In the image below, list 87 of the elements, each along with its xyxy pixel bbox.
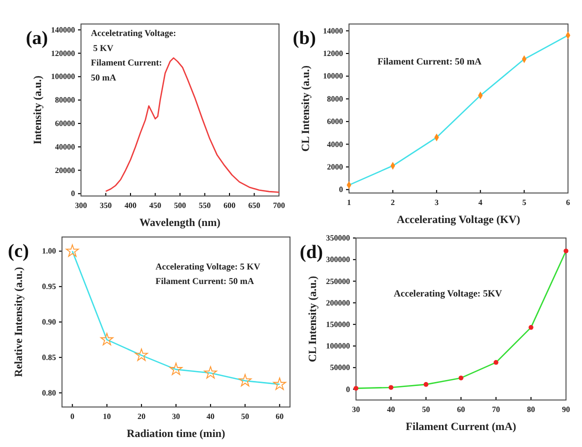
y-axis-title: CL Intensity (a.u.): [307, 276, 319, 362]
annotation: Filament Current: 50 mA: [377, 58, 482, 68]
y-tick-label: 0.90: [42, 318, 56, 327]
text: (d): [300, 242, 323, 263]
y-tick-label: 140000: [51, 25, 75, 34]
annotation: Accelerating Voltage: 5 KV Filament Current: 50 mA: [155, 261, 261, 286]
point: [458, 376, 464, 380]
text: (c): [8, 241, 29, 262]
point: [564, 248, 568, 254]
x-tick-label: 1: [347, 198, 351, 207]
x-tick-label: 40: [387, 404, 395, 414]
y-tick-label: 6000: [327, 117, 343, 126]
y-tick-label: 0.80: [42, 388, 56, 398]
annotation: Acceletrating Voltage: 5 KV Filament Current: 50 mA: [90, 28, 176, 83]
point: [273, 378, 286, 390]
y-axis-title: CL Intensity (a.u.): [300, 65, 312, 152]
y-tick-label: 50000: [330, 363, 350, 372]
point: [424, 382, 428, 387]
x-tick-label: 300: [75, 200, 87, 210]
y-tick-label: 10000: [323, 72, 343, 81]
x-tick-label: 30: [172, 412, 180, 421]
y-tick-label: 80000: [55, 96, 75, 105]
x-tick-label: 60: [457, 404, 465, 414]
x-tick-label: 550: [198, 200, 211, 210]
point: [204, 366, 218, 379]
point: [100, 332, 114, 346]
y-tick-label: 0: [339, 185, 343, 194]
x-tick-label: 4: [478, 198, 482, 207]
y-tick-label: 100000: [51, 72, 75, 82]
y-tick-label: 100000: [326, 342, 350, 351]
y-tick-label: 350000: [326, 234, 350, 243]
point: [66, 244, 79, 257]
x-tick-label: 5: [522, 198, 526, 207]
x-axis-title: Accelerating Voltage (KV): [396, 214, 521, 226]
x-axis-title: Wavelength (nm): [140, 217, 221, 229]
point: [134, 348, 148, 361]
x-tick-label: 500: [174, 200, 186, 210]
y-tick-label: 0.95: [42, 282, 56, 292]
text: (a): [26, 28, 48, 49]
x-tick-label: 80: [527, 404, 535, 414]
x-tick-label: 600: [224, 200, 236, 210]
x-tick-label: 650: [248, 200, 260, 210]
point: [354, 386, 358, 391]
x-tick-label: 50: [241, 412, 250, 421]
x-tick-label: 70: [492, 404, 500, 414]
y-tick-label: 14000: [323, 26, 343, 36]
y-tick-label: 0.85: [42, 352, 56, 362]
x-tick-label: 60: [276, 412, 284, 421]
x-tick-label: 350: [100, 200, 112, 210]
y-tick-label: 0: [71, 189, 75, 198]
y-tick-label: 40000: [55, 142, 75, 152]
x-axis-title: Filament Current (mA): [406, 421, 517, 433]
y-tick-label: 2000: [327, 162, 343, 172]
y-tick-label: 200000: [326, 298, 350, 308]
y-tick-label: 120000: [51, 48, 75, 58]
y-tick-label: 8000: [327, 94, 343, 104]
x-tick-label: 450: [149, 200, 162, 210]
x-tick-label: 2: [390, 198, 395, 207]
text: (b): [292, 28, 316, 49]
x-tick-label: 40: [206, 412, 215, 421]
y-tick-label: 1.00: [42, 246, 56, 256]
y-tick-label: 300000: [326, 255, 350, 264]
x-axis-title: Radiation time (min): [126, 428, 226, 440]
point: [528, 325, 534, 330]
x-tick-label: 50: [422, 404, 430, 414]
y-tick-label: 20000: [55, 166, 75, 175]
y-axis-title: Relative Intensity (a.u.): [13, 266, 25, 377]
x-tick-label: 6: [566, 198, 570, 207]
x-tick-label: 10: [102, 412, 111, 421]
x-tick-label: 3: [434, 198, 439, 207]
x-tick-label: 700: [273, 200, 285, 210]
y-tick-label: 250000: [326, 276, 350, 286]
x-tick-label: 90: [562, 404, 570, 414]
x-tick-label: 30: [352, 404, 360, 414]
annotation: Accelerating Voltage: 5KV: [394, 289, 502, 300]
point: [170, 362, 182, 376]
x-tick-label: 400: [124, 200, 136, 210]
point: [388, 385, 394, 390]
y-tick-label: 0: [346, 384, 350, 394]
x-tick-label: 20: [137, 412, 146, 421]
point: [494, 360, 498, 365]
y-tick-label: 60000: [55, 119, 75, 128]
point: [238, 374, 252, 386]
y-axis-title: Intensity (a.u.): [32, 75, 44, 144]
y-tick-label: 150000: [326, 320, 350, 329]
y-tick-label: 12000: [323, 49, 343, 58]
y-tick-label: 4000: [327, 140, 343, 149]
